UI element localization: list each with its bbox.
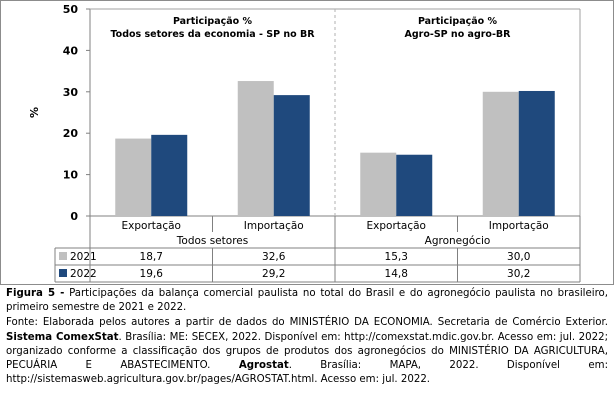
x-tick-label: Importação (489, 220, 549, 232)
figure-source: Fonte: Elaborada pelos autores a partir … (6, 316, 608, 387)
bar-2022 (396, 154, 433, 216)
data-label: 15,3 (385, 251, 408, 263)
data-label: 32,6 (262, 251, 286, 263)
figure-label: Figura 5 - (6, 288, 65, 299)
group-title-line1: Participação % (418, 16, 498, 27)
source-text-3: . Brasília: MAPA, 2022. Disponível em: h… (6, 360, 609, 386)
x-tick-label: Exportação (367, 220, 426, 232)
bar-2022 (273, 95, 310, 216)
y-tick-label: 40 (63, 44, 79, 57)
group-title-line2: Agro-SP no agro-BR (405, 29, 512, 40)
bar-2022 (518, 90, 555, 216)
bar-chart: 0 10 20 30 40 50% Participação % Todos setores … (0, 0, 614, 285)
source-text-2: . Brasília: ME: SECEX, 2022. Disponível … (6, 331, 609, 372)
figure-text: Participações da balança comercial pauli… (6, 288, 609, 314)
figure-caption: Figura 5 - Participações da balança come… (6, 287, 608, 387)
bar-2021 (360, 152, 397, 216)
source-bold-2: Agrostat (238, 360, 289, 372)
group-label: Agronegócio (425, 235, 491, 247)
figure-title: Figura 5 - Participações da balança come… (6, 287, 608, 315)
group-label: Todos setores (176, 235, 248, 247)
y-tick-label: 0 (70, 210, 78, 223)
y-axis-label: % (28, 107, 41, 118)
y-tick-label: 10 (63, 169, 79, 182)
group-title-line2: Todos setores da economia - SP no BR (110, 29, 315, 40)
data-label: 30,2 (507, 268, 530, 280)
bar-2021 (237, 81, 274, 216)
legend-label: 2022 (70, 268, 97, 280)
y-tick-label: 30 (63, 86, 79, 99)
group-title-line1: Participação % (173, 16, 253, 27)
legend-swatch-2022 (59, 269, 67, 277)
x-tick-label: Exportação (122, 220, 181, 232)
bar-2021 (115, 138, 152, 216)
x-tick-label: Importação (244, 220, 304, 232)
y-tick-label: 20 (63, 127, 79, 140)
data-label: 14,8 (385, 268, 408, 280)
data-label: 30,0 (507, 251, 530, 263)
y-tick-label: 50 (63, 3, 79, 16)
chart-container: 0 10 20 30 40 50% Participação % Todos setores … (0, 0, 614, 285)
data-label: 19,6 (140, 268, 164, 280)
data-label: 29,2 (262, 268, 285, 280)
data-label: 18,7 (140, 251, 163, 263)
source-text-1: Fonte: Elaborada pelos autores a partir … (6, 317, 608, 329)
bar-2021 (482, 91, 519, 216)
legend-label: 2021 (70, 251, 97, 263)
bar-2022 (151, 134, 188, 216)
source-bold-1: Sistema ComexStat (6, 331, 119, 343)
legend-swatch-2021 (59, 252, 67, 260)
